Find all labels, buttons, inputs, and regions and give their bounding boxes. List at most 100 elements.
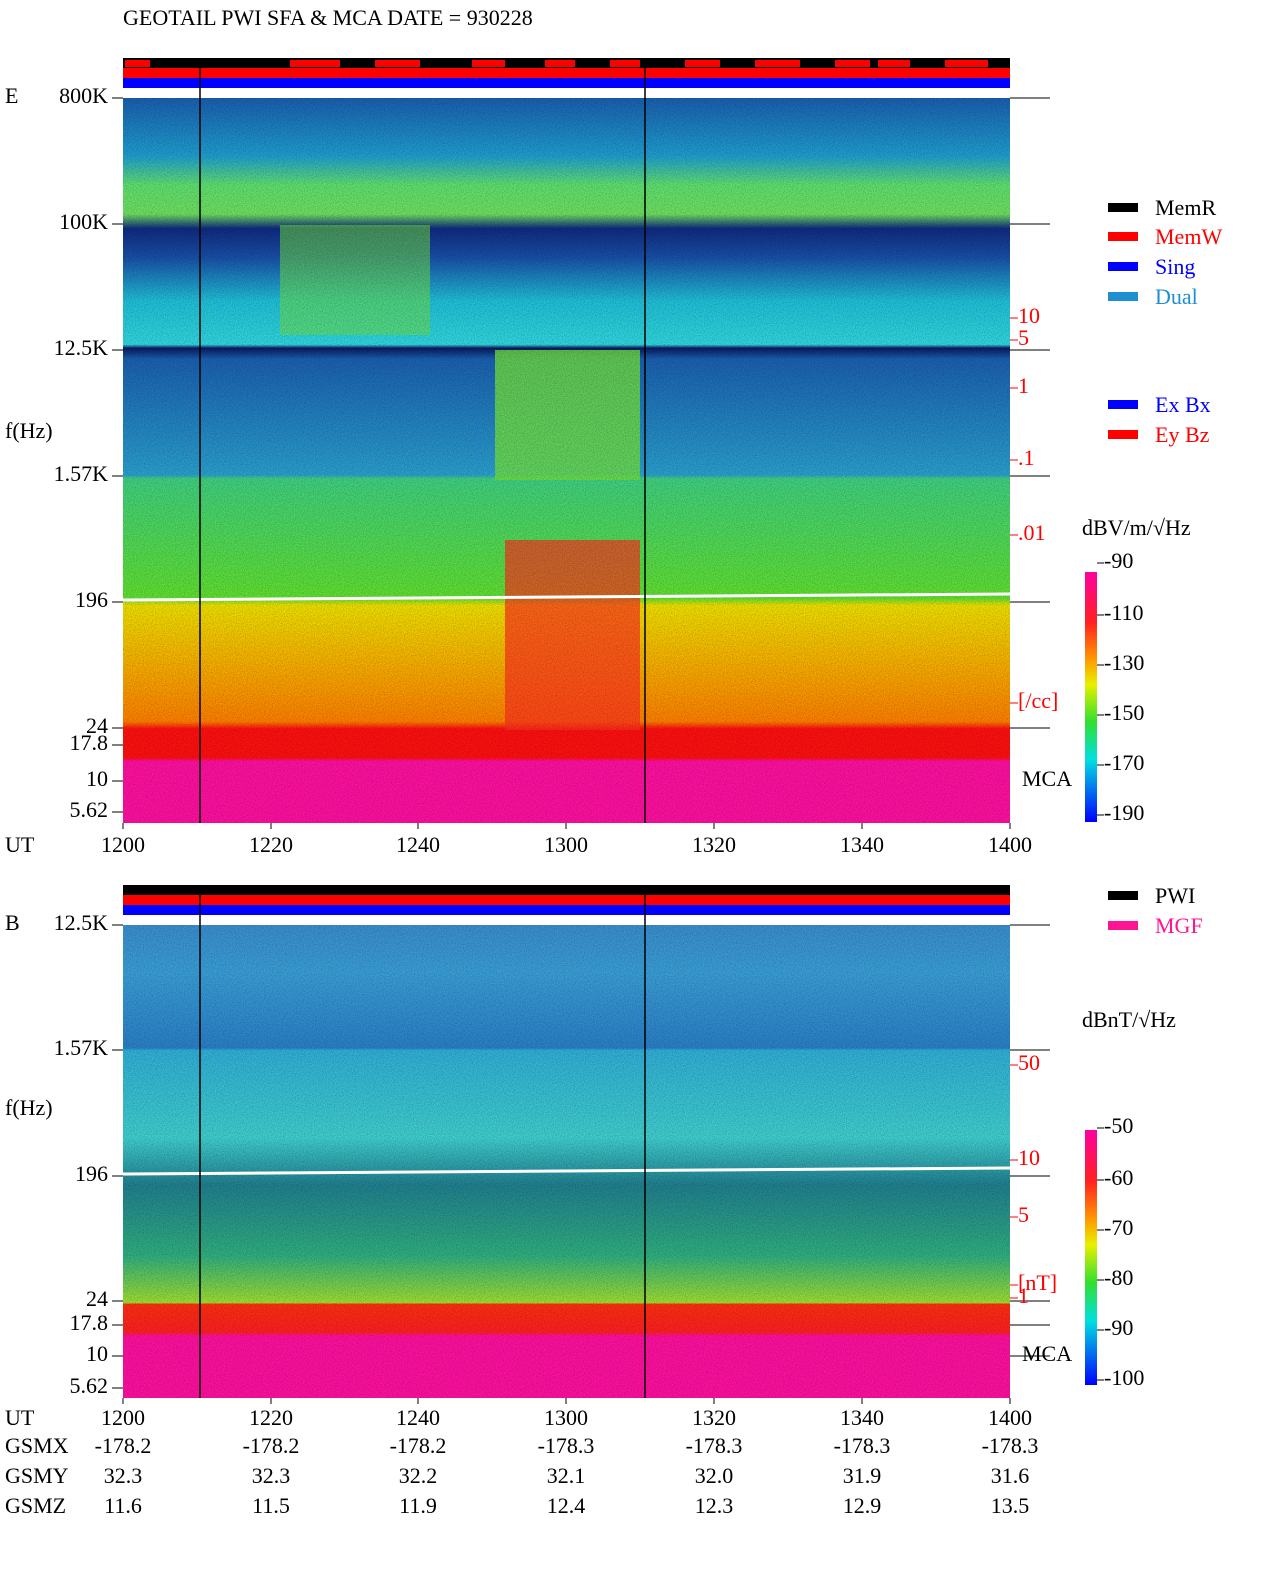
spectrogram-texture [123,925,1010,1398]
status-bar-segment [835,60,870,67]
y-tick-label: 24 [86,1286,108,1311]
x-axis-label: UT [5,1405,35,1430]
x-tick-label: 1300 [544,832,588,857]
orbit-label: GSMX [5,1433,69,1458]
orbit-value: -178.2 [243,1433,300,1458]
orbit-value: -178.2 [390,1433,447,1458]
colorbar-tick-label: -70 [1104,1215,1133,1240]
legend-swatch [1108,400,1138,409]
status-bar-segment [545,60,575,67]
title: GEOTAIL PWI SFA & MCA DATE = 930228 [123,5,533,30]
legend-label: MemW [1155,224,1222,249]
orbit-value: -178.3 [538,1433,595,1458]
status-bar [123,895,1010,905]
orbit-value: 11.9 [399,1493,437,1518]
x-tick-label: 1200 [101,832,145,857]
colorbar-tick-label: -150 [1104,700,1144,725]
colorbar-tick-label: -50 [1104,1113,1133,1138]
x-tick-label: 1320 [692,832,736,857]
y-tick-label: 12.5K [54,335,109,360]
status-bar-segment [945,60,988,67]
density-tick-label: .1 [1018,445,1035,470]
y-tick-label: 10 [86,766,108,791]
density-tick-label: 50 [1018,1050,1040,1075]
legend-label: PWI [1155,883,1195,908]
cyclotron-line [122,592,1011,602]
legend-label: MemR [1155,195,1216,220]
y-tick-label: 17.8 [70,1310,109,1335]
y-tick-label: 5.62 [70,1373,109,1398]
y-tick-label: 196 [75,1161,108,1186]
status-bar [123,885,1010,895]
x-tick-label: 1220 [249,1405,293,1430]
y-tick-label: 24 [86,713,108,738]
orbit-value: 12.3 [695,1493,734,1518]
orbit-value: 32.0 [695,1463,734,1488]
orbit-value: -178.2 [95,1433,152,1458]
y-tick-label: 12.5K [54,910,109,935]
legend-swatch [1108,203,1138,212]
x-tick-label: 1340 [840,832,884,857]
orbit-value: -178.3 [686,1433,743,1458]
orbit-value: 31.6 [991,1463,1030,1488]
y-tick-label: 1.57K [54,1035,109,1060]
orbit-value: -178.3 [982,1433,1039,1458]
orbit-value: 31.9 [843,1463,882,1488]
y-tick-label: 800K [59,83,108,108]
colorbar-tick-label: -60 [1104,1165,1133,1190]
y-tick-label: 5.62 [70,797,109,822]
x-tick-label: 1300 [544,1405,588,1430]
colorbar-tick-label: -100 [1104,1365,1144,1390]
density-tick-label: 1 [1018,1283,1029,1308]
y-tick-label: 10 [86,1341,108,1366]
density-tick-label: [nT] [1018,1270,1057,1295]
legend-label: MGF [1155,913,1203,938]
x-tick-label: 1240 [396,832,440,857]
legend-swatch [1108,232,1138,241]
legend-swatch [1108,430,1138,439]
colorbar [1085,1130,1097,1385]
legend-label: Ey Bz [1155,422,1210,447]
orbit-value: 11.6 [104,1493,142,1518]
x-tick-label: 1240 [396,1405,440,1430]
legend-label: Dual [1155,284,1198,309]
status-bar-segment [375,60,420,67]
x-tick-label: 1400 [988,1405,1032,1430]
x-axis-label: UT [5,832,35,857]
orbit-value: 32.2 [399,1463,438,1488]
density-tick-label: [/cc] [1018,688,1058,713]
x-tick-label: 1220 [249,832,293,857]
y-tick-label: 100K [59,209,108,234]
colorbar-unit: dBnT/√Hz [1082,1007,1176,1032]
status-bar-segment [472,60,505,67]
status-bar-segment [125,60,150,67]
spectrogram-texture [123,98,1010,823]
status-bar [123,78,1010,88]
orbit-value: 32.1 [547,1463,586,1488]
colorbar-unit: dBV/m/√Hz [1082,515,1191,540]
density-tick-label: 5 [1018,325,1029,350]
x-tick-label: 1200 [101,1405,145,1430]
legend-swatch [1108,262,1138,271]
y-axis-label: f(Hz) [5,1095,53,1120]
colorbar-tick-label: -170 [1104,750,1144,775]
legend-swatch [1108,891,1138,900]
density-tick-label: 10 [1018,303,1040,328]
x-tick-label: 1320 [692,1405,736,1430]
panel-label: E [5,83,18,108]
status-bar [123,905,1010,915]
colorbar-tick-label: -90 [1104,1315,1133,1340]
orbit-value: 32.3 [104,1463,143,1488]
legend-label: Ex Bx [1155,392,1211,417]
orbit-value: 13.5 [991,1493,1030,1518]
legend-swatch [1108,921,1138,930]
legend-label: Sing [1155,254,1195,279]
cyclotron-line [122,1166,1011,1176]
colorbar-tick-label: -80 [1104,1265,1133,1290]
y-tick-label: 17.8 [70,730,109,755]
orbit-value: 11.5 [252,1493,290,1518]
density-tick-label: 10 [1018,1145,1040,1170]
orbit-label: GSMY [5,1463,69,1488]
status-bar-segment [610,60,640,67]
